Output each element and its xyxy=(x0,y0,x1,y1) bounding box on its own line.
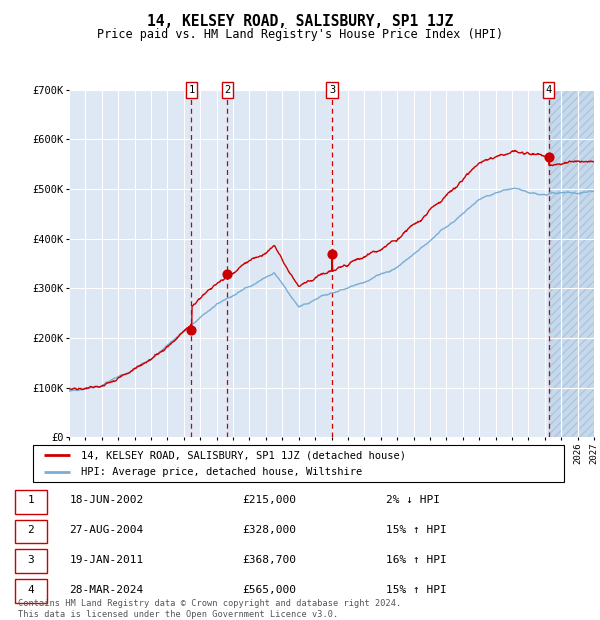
Text: HPI: Average price, detached house, Wiltshire: HPI: Average price, detached house, Wilt… xyxy=(81,467,362,477)
Point xyxy=(187,326,196,335)
Text: 2: 2 xyxy=(28,525,34,535)
Text: £565,000: £565,000 xyxy=(242,585,296,595)
FancyBboxPatch shape xyxy=(15,520,47,544)
Point xyxy=(223,270,232,280)
Text: Price paid vs. HM Land Registry's House Price Index (HPI): Price paid vs. HM Land Registry's House … xyxy=(97,28,503,41)
Text: £215,000: £215,000 xyxy=(242,495,296,505)
Text: 4: 4 xyxy=(28,585,34,595)
Text: 4: 4 xyxy=(545,85,551,95)
Text: 18-JUN-2002: 18-JUN-2002 xyxy=(70,495,144,505)
Text: 19-JAN-2011: 19-JAN-2011 xyxy=(70,556,144,565)
FancyBboxPatch shape xyxy=(15,490,47,513)
Text: 1: 1 xyxy=(188,85,194,95)
Text: 2: 2 xyxy=(224,85,230,95)
Text: 16% ↑ HPI: 16% ↑ HPI xyxy=(386,556,447,565)
Text: 27-AUG-2004: 27-AUG-2004 xyxy=(70,525,144,535)
FancyBboxPatch shape xyxy=(15,579,47,603)
Text: 14, KELSEY ROAD, SALISBURY, SP1 1JZ (detached house): 14, KELSEY ROAD, SALISBURY, SP1 1JZ (det… xyxy=(81,450,406,460)
Text: 2% ↓ HPI: 2% ↓ HPI xyxy=(386,495,440,505)
Text: 1: 1 xyxy=(28,495,34,505)
Bar xyxy=(548,90,594,437)
Bar xyxy=(191,90,227,437)
Point xyxy=(544,152,553,162)
Text: 3: 3 xyxy=(28,556,34,565)
Text: £328,000: £328,000 xyxy=(242,525,296,535)
Text: 14, KELSEY ROAD, SALISBURY, SP1 1JZ: 14, KELSEY ROAD, SALISBURY, SP1 1JZ xyxy=(147,14,453,29)
Bar xyxy=(332,90,548,437)
FancyBboxPatch shape xyxy=(33,445,564,482)
FancyBboxPatch shape xyxy=(15,549,47,574)
Text: £368,700: £368,700 xyxy=(242,556,296,565)
Text: 3: 3 xyxy=(329,85,335,95)
Text: 15% ↑ HPI: 15% ↑ HPI xyxy=(386,525,447,535)
Text: 15% ↑ HPI: 15% ↑ HPI xyxy=(386,585,447,595)
Text: 28-MAR-2024: 28-MAR-2024 xyxy=(70,585,144,595)
Bar xyxy=(548,90,594,437)
Text: Contains HM Land Registry data © Crown copyright and database right 2024.
This d: Contains HM Land Registry data © Crown c… xyxy=(18,600,401,619)
Point xyxy=(328,249,337,259)
